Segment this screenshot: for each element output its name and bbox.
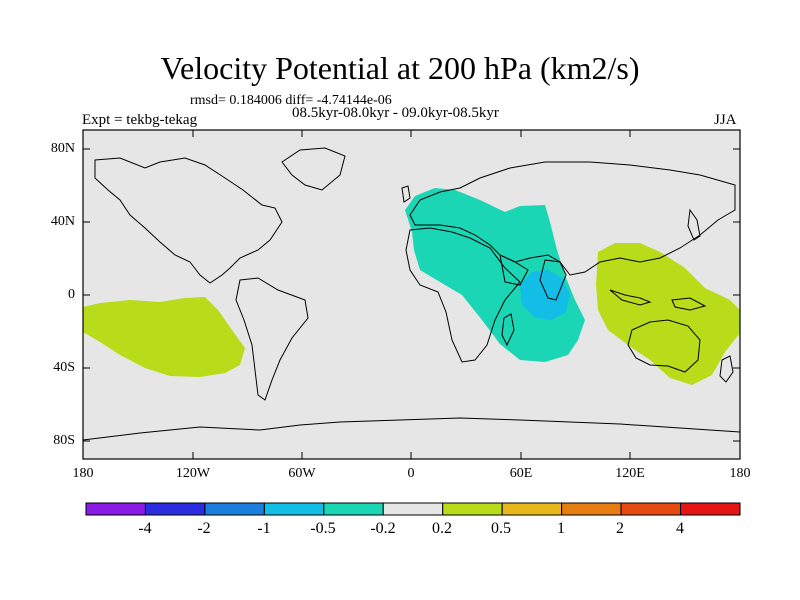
uk-coast: [401, 185, 411, 203]
colorbar-label-1: 1: [557, 520, 565, 537]
colorbar-label-neg1: -1: [257, 520, 271, 537]
colorbar-box-8: [561, 502, 622, 516]
season-label: JJA: [714, 112, 737, 128]
north-america-coast: [94, 157, 283, 284]
lon-label-120e: 120E: [615, 466, 645, 481]
colorbar-box-1: [144, 502, 206, 516]
lat-label-80n: 80N: [50, 141, 75, 156]
lon-label-120w: 120W: [175, 466, 211, 481]
new-guinea-coast: [671, 297, 707, 311]
indonesia-coast: [609, 289, 652, 306]
colorbar: [85, 502, 741, 516]
lat-label-40n: 40N: [50, 214, 75, 229]
antarctica-coast: [82, 417, 741, 441]
arabia-coast: [499, 254, 529, 286]
eurasia-coast: [409, 161, 736, 276]
south-america-coast: [235, 277, 309, 401]
experiment-label: Expt = tekbg-tekag: [82, 112, 198, 128]
colorbar-label-neg02: -0.2: [370, 520, 396, 537]
lon-label-60w: 60W: [288, 466, 316, 481]
india-coast: [539, 259, 567, 301]
lat-label-40s: 40S: [53, 360, 75, 375]
colorbar-label-neg2: -2: [197, 520, 211, 537]
colorbar-box-10: [680, 502, 741, 516]
lat-label-80s: 80S: [53, 433, 75, 448]
colorbar-label-2: 2: [616, 520, 624, 537]
australia-coast: [627, 319, 701, 373]
colorbar-label-neg05: -0.5: [310, 520, 336, 537]
colorbar-box-9: [620, 502, 682, 516]
colorbar-box-2: [204, 502, 265, 516]
africa-coast: [405, 227, 521, 363]
colorbar-label-4: 4: [676, 520, 684, 537]
south-pacific-positive-region: [83, 297, 245, 377]
madagascar-coast: [501, 313, 515, 347]
axis-ticks: [83, 130, 740, 459]
colorbar-box-7: [501, 502, 563, 516]
colorbar-box-5: [382, 502, 444, 516]
arabian-sea-moderate-negative-region: [520, 270, 570, 320]
coastlines: [82, 147, 741, 441]
colorbar-box-0: [85, 502, 146, 516]
new-zealand-coast: [719, 355, 734, 383]
colorbar-box-3: [263, 502, 325, 516]
lon-label-180-left: 180: [72, 466, 94, 481]
periods-label: 08.5kyr-08.0kyr - 09.0kyr-08.5kyr: [292, 105, 499, 121]
maritime-continent-positive-region: [596, 243, 740, 385]
greenland-coast: [281, 147, 346, 191]
lon-label-180-right: 180: [729, 466, 751, 481]
colorbar-label-neg4: -4: [138, 520, 152, 537]
map-title: Velocity Potential at 200 hPa (km2/s): [160, 50, 640, 86]
stats-label: rmsd= 0.184006 diff= -4.74144e-06: [190, 93, 392, 108]
lon-label-60e: 60E: [509, 466, 533, 481]
colorbar-box-6: [442, 502, 503, 516]
lon-label-0: 0: [407, 466, 415, 481]
japan-coast: [687, 208, 701, 241]
colorbar-box-4: [323, 502, 384, 516]
lat-label-0: 0: [68, 287, 75, 302]
colorbar-label-02: 0.2: [432, 520, 452, 537]
colorbar-label-05: 0.5: [491, 520, 511, 537]
